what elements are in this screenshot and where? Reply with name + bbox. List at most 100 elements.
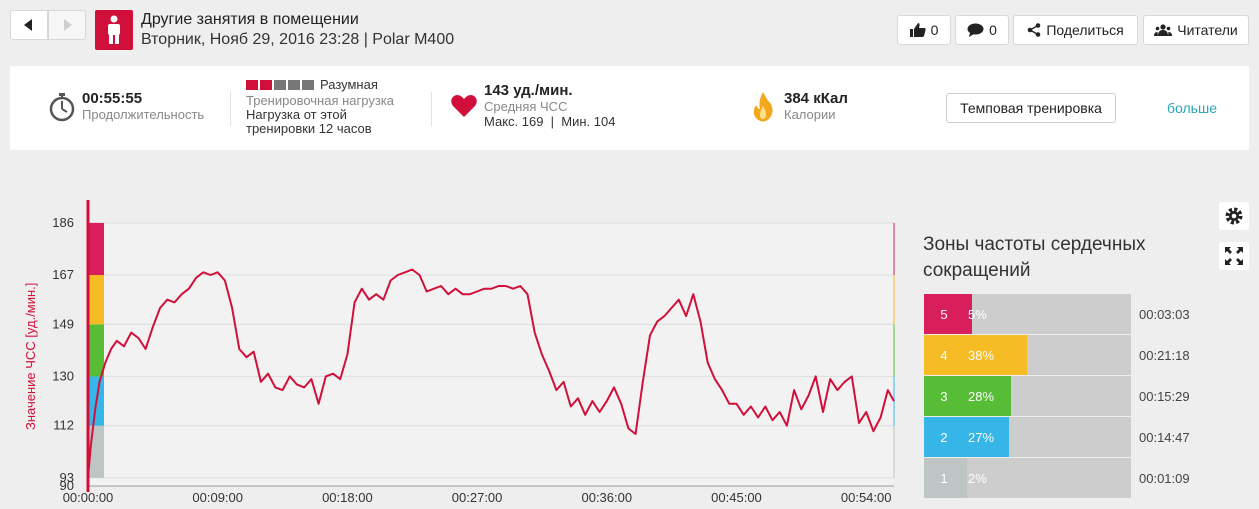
y-tick-label: 167 bbox=[52, 267, 74, 282]
training-load-label: Тренировочная нагрузка bbox=[246, 93, 395, 108]
likes-count: 0 bbox=[930, 22, 939, 38]
zone-band-right bbox=[893, 222, 895, 276]
hr-zone-time: 00:03:03 bbox=[1139, 307, 1190, 322]
zone-band bbox=[88, 222, 104, 276]
hr-zone-number: 3 bbox=[924, 376, 964, 416]
hr-zone-percent: 38% bbox=[968, 347, 995, 363]
thumbs-up-icon bbox=[909, 23, 926, 37]
x-tick-label: 00:09:00 bbox=[192, 490, 243, 505]
hr-zone-time: 00:15:29 bbox=[1139, 389, 1190, 404]
x-tick-label: 00:00:00 bbox=[63, 490, 114, 505]
hr-zone-percent: 5% bbox=[968, 306, 987, 322]
calories-label: Калории bbox=[784, 107, 836, 122]
zone-band-right bbox=[893, 275, 895, 325]
y-tick-label: 149 bbox=[52, 316, 74, 331]
arrow-right-icon bbox=[64, 19, 72, 31]
duration-label: Продолжительность bbox=[82, 107, 205, 122]
hr-zone-row[interactable]: 4 38% bbox=[924, 335, 1131, 375]
training-load-note-2: тренировки 12 часов bbox=[246, 121, 372, 136]
like-button[interactable]: 0 bbox=[897, 15, 951, 45]
training-load-note-1: Нагрузка от этой bbox=[246, 107, 347, 122]
training-load-box bbox=[246, 79, 258, 90]
share-icon bbox=[1028, 23, 1041, 37]
zone-band-right bbox=[893, 324, 895, 377]
hr-zone-bar bbox=[964, 458, 968, 498]
duration-value: 00:55:55 bbox=[82, 90, 143, 107]
hr-zones-title: Зоны частоты сердечных сокращений bbox=[923, 234, 1146, 281]
hr-zone-number: 1 bbox=[924, 458, 964, 498]
chart-settings-button[interactable] bbox=[1219, 202, 1249, 230]
zone-band bbox=[88, 324, 104, 377]
readers-group-icon bbox=[1154, 24, 1173, 36]
hr-min-max: Макс. 169 | Мин. 104 bbox=[484, 114, 616, 129]
zone-band-right bbox=[893, 425, 895, 478]
hr-zone-row[interactable]: 2 27% bbox=[924, 417, 1131, 457]
training-load-box bbox=[274, 79, 286, 90]
summary-panel: 00:55:55 Продолжительность Разумная Трен… bbox=[10, 66, 1249, 150]
hr-zone-percent: 2% bbox=[968, 470, 987, 486]
forward-button[interactable] bbox=[48, 10, 86, 40]
average-hr-value: 143 уд./мин. bbox=[484, 82, 573, 99]
x-tick-label: 00:18:00 bbox=[322, 490, 373, 505]
hr-zone-time: 00:21:18 bbox=[1139, 348, 1190, 363]
stopwatch-icon bbox=[49, 93, 75, 122]
y-tick-label: 112 bbox=[53, 418, 74, 433]
readers-label: Читатели bbox=[1177, 22, 1238, 38]
hr-zone-percent: 28% bbox=[968, 388, 995, 404]
calories-value: 384 кКал bbox=[784, 90, 848, 107]
y-tick-label: 90 bbox=[60, 478, 74, 493]
comments-button[interactable]: 0 bbox=[955, 15, 1009, 45]
share-label: Поделиться bbox=[1046, 22, 1124, 38]
training-load-box bbox=[260, 79, 272, 90]
divider bbox=[230, 92, 231, 126]
training-load-box bbox=[288, 79, 300, 90]
comments-count: 0 bbox=[989, 22, 997, 38]
training-load-indicator bbox=[246, 79, 314, 90]
training-load-rating: Разумная bbox=[320, 77, 378, 92]
hr-zone-row[interactable]: 1 2% bbox=[924, 458, 1131, 498]
x-tick-label: 00:27:00 bbox=[452, 490, 503, 505]
heart-icon bbox=[451, 95, 477, 117]
hr-zone-percent: 27% bbox=[968, 429, 995, 445]
hr-zone-bar bbox=[964, 294, 973, 334]
hr-zone-row[interactable]: 3 28% bbox=[924, 376, 1131, 416]
hr-zone-row[interactable]: 5 5% bbox=[924, 294, 1131, 334]
more-link[interactable]: больше bbox=[1167, 100, 1217, 116]
heart-rate-line bbox=[87, 268, 895, 478]
training-load-stat: Разумная Тренировочная нагрузка Нагрузка… bbox=[246, 77, 394, 136]
workout-title: Другие занятия в помещении bbox=[141, 11, 359, 28]
back-button[interactable] bbox=[10, 10, 48, 40]
comment-icon bbox=[967, 23, 984, 37]
hr-zone-time: 00:01:09 bbox=[1139, 471, 1190, 486]
hr-zone-bar bbox=[964, 376, 1011, 416]
hr-zone-number: 4 bbox=[924, 335, 964, 375]
share-button[interactable]: Поделиться bbox=[1013, 15, 1138, 45]
workout-subtitle: Вторник, Нояб 29, 2016 23:28 | Polar M40… bbox=[141, 31, 455, 48]
sport-person-icon bbox=[95, 10, 133, 50]
hr-zone-number: 5 bbox=[924, 294, 964, 334]
x-tick-label: 00:36:00 bbox=[581, 490, 632, 505]
arrow-left-icon bbox=[24, 19, 32, 31]
x-tick-label: 00:45:00 bbox=[711, 490, 762, 505]
chart-y-axis-label: Значение ЧСС [уд./мин.] bbox=[23, 282, 38, 430]
flame-icon bbox=[753, 92, 773, 122]
hr-zone-time: 00:14:47 bbox=[1139, 430, 1190, 445]
divider bbox=[431, 92, 432, 126]
hr-zone-number: 2 bbox=[924, 417, 964, 457]
y-tick-label: 93 bbox=[60, 470, 74, 485]
training-load-box bbox=[302, 79, 314, 90]
plot-area bbox=[88, 222, 894, 486]
readers-button[interactable]: Читатели bbox=[1143, 15, 1249, 45]
hr-zone-bar bbox=[964, 417, 1010, 457]
expand-icon bbox=[1225, 247, 1243, 265]
x-tick-label: 00:54:00 bbox=[841, 490, 892, 505]
y-tick-label: 186 bbox=[52, 215, 74, 230]
hr-zone-bar bbox=[964, 335, 1028, 375]
y-tick-label: 130 bbox=[52, 368, 74, 383]
zone-band bbox=[88, 275, 104, 325]
fullscreen-button[interactable] bbox=[1219, 242, 1249, 270]
tempo-training-button[interactable]: Темповая тренировка bbox=[946, 93, 1116, 123]
average-hr-label: Средняя ЧСС bbox=[484, 99, 568, 114]
gear-icon bbox=[1225, 207, 1243, 225]
